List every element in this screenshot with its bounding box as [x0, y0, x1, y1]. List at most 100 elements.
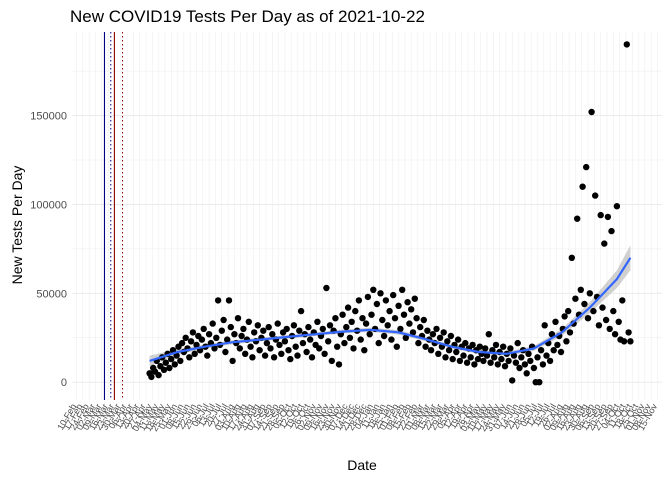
data-point: [245, 318, 252, 325]
data-point: [400, 311, 408, 318]
data-point: [604, 213, 612, 221]
data-point: [366, 331, 373, 338]
data-point: [200, 325, 207, 333]
data-point: [249, 354, 256, 361]
data-point: [440, 329, 447, 336]
data-point: [220, 316, 227, 324]
data-point: [523, 370, 530, 377]
data-point: [608, 227, 615, 235]
data-point: [494, 361, 501, 368]
data-point: [209, 320, 216, 327]
data-point: [534, 354, 541, 361]
data-point: [509, 377, 516, 384]
data-point: [619, 297, 626, 304]
data-point: [177, 357, 184, 365]
data-point: [581, 300, 588, 308]
y-tick-label: 100000: [30, 199, 67, 211]
data-point: [543, 352, 550, 359]
data-point: [435, 350, 442, 357]
data-point: [563, 338, 570, 345]
data-point: [415, 339, 422, 347]
data-point: [397, 325, 404, 333]
data-point: [261, 352, 269, 359]
data-point: [218, 327, 225, 334]
data-point: [623, 41, 630, 48]
data-point: [427, 347, 435, 354]
data-point: [541, 322, 548, 329]
data-point: [204, 352, 211, 359]
data-point: [402, 334, 409, 341]
data-point: [260, 327, 267, 334]
data-point: [572, 295, 579, 302]
data-point: [588, 108, 595, 116]
data-point: [222, 348, 229, 356]
plot-panel: 05000010000015000010-Feb17-Feb24-Feb02-M…: [30, 32, 662, 433]
data-point: [238, 332, 245, 340]
data-point: [254, 322, 261, 329]
data-point: [166, 364, 173, 372]
data-point: [256, 347, 263, 354]
data-point: [234, 315, 242, 322]
data-point: [527, 357, 534, 365]
data-point: [341, 339, 348, 347]
data-point: [601, 240, 608, 247]
data-point: [429, 331, 437, 338]
smooth-trend-line: [149, 257, 632, 362]
data-point: [292, 343, 299, 350]
data-point: [483, 352, 491, 359]
data-point: [296, 327, 303, 334]
data-point: [186, 354, 193, 361]
data-point: [384, 322, 391, 329]
data-point: [393, 343, 400, 350]
data-point: [613, 203, 621, 210]
data-point: [404, 299, 411, 306]
data-point: [362, 320, 370, 327]
data-point: [482, 345, 489, 352]
data-point: [391, 315, 399, 322]
data-point: [471, 361, 478, 368]
data-point: [417, 323, 424, 331]
data-point: [530, 364, 538, 372]
data-point: [290, 322, 298, 329]
data-point: [476, 343, 483, 350]
data-point: [445, 347, 453, 354]
data-point: [346, 334, 354, 341]
data-point: [364, 293, 372, 301]
data-point: [267, 345, 274, 352]
data-point: [537, 347, 545, 354]
data-point: [584, 315, 592, 322]
data-point: [240, 325, 247, 333]
data-point: [606, 325, 613, 333]
data-point: [611, 331, 619, 338]
data-point: [554, 341, 561, 349]
data-point: [507, 345, 514, 352]
data-point: [265, 323, 272, 331]
data-point: [462, 339, 469, 347]
data-point: [565, 307, 572, 315]
data-point: [379, 316, 386, 324]
data-point: [420, 316, 427, 324]
data-point: [214, 297, 222, 304]
data-point: [469, 341, 476, 349]
data-point: [395, 302, 402, 309]
data-point: [557, 348, 565, 356]
data-point: [627, 338, 634, 345]
data-point: [424, 327, 431, 334]
data-point: [352, 307, 359, 315]
data-point: [182, 334, 189, 341]
data-point: [359, 315, 366, 322]
data-point: [155, 371, 162, 379]
data-point: [377, 290, 384, 297]
data-point: [413, 315, 420, 322]
data-point: [500, 343, 507, 350]
data-point: [386, 307, 393, 315]
data-point: [314, 318, 321, 325]
data-point: [211, 345, 218, 352]
data-point: [615, 318, 622, 325]
data-point: [227, 323, 234, 331]
data-point: [355, 297, 363, 304]
data-point: [231, 331, 238, 338]
data-point: [162, 359, 169, 366]
data-point: [521, 361, 529, 368]
data-point: [236, 345, 243, 352]
